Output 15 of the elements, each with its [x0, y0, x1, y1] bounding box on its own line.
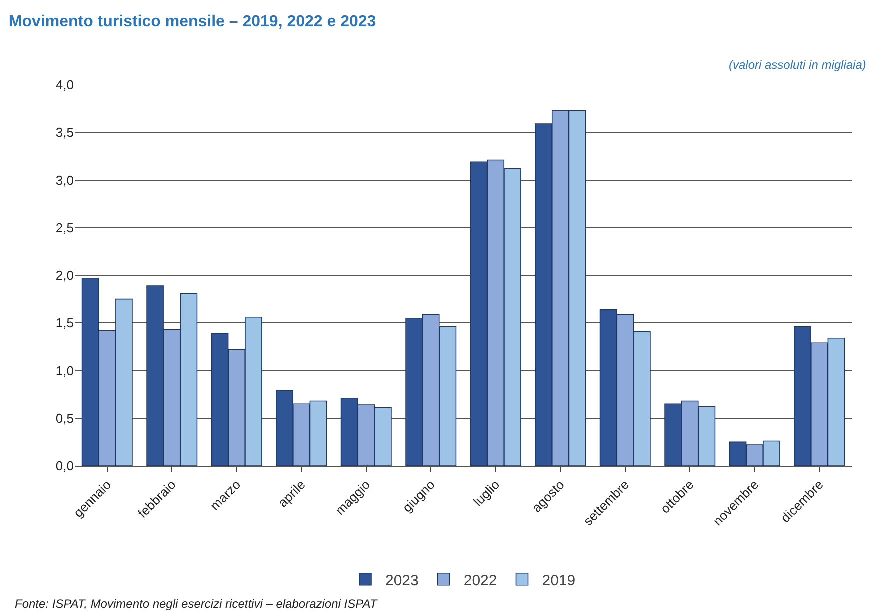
y-tick-label: 3,0	[56, 172, 74, 188]
chart-title: Movimento turistico mensile – 2019, 2022 e 2023	[8, 14, 376, 31]
y-tick-label: 0,0	[56, 458, 74, 474]
legend-label: 2022	[464, 572, 498, 590]
y-tick-label: 2,5	[56, 220, 74, 236]
y-tick-label: 2,0	[56, 268, 74, 284]
y-tick-label: 4,0	[56, 78, 74, 93]
legend-label: 2019	[542, 572, 576, 590]
y-tick-label: 1,0	[56, 363, 74, 378]
y-tick-label: 0,5	[56, 410, 74, 426]
y-tick-label: 3,5	[56, 125, 74, 140]
chart-subtitle: (valori assoluti in migliaia)	[729, 58, 866, 72]
legend-label: 2023	[386, 572, 419, 590]
source-note: Fonte: ISPAT, Movimento negli esercizi ricettivi – elaborazioni ISPAT	[15, 597, 379, 611]
y-tick-label: 1,5	[56, 316, 74, 331]
